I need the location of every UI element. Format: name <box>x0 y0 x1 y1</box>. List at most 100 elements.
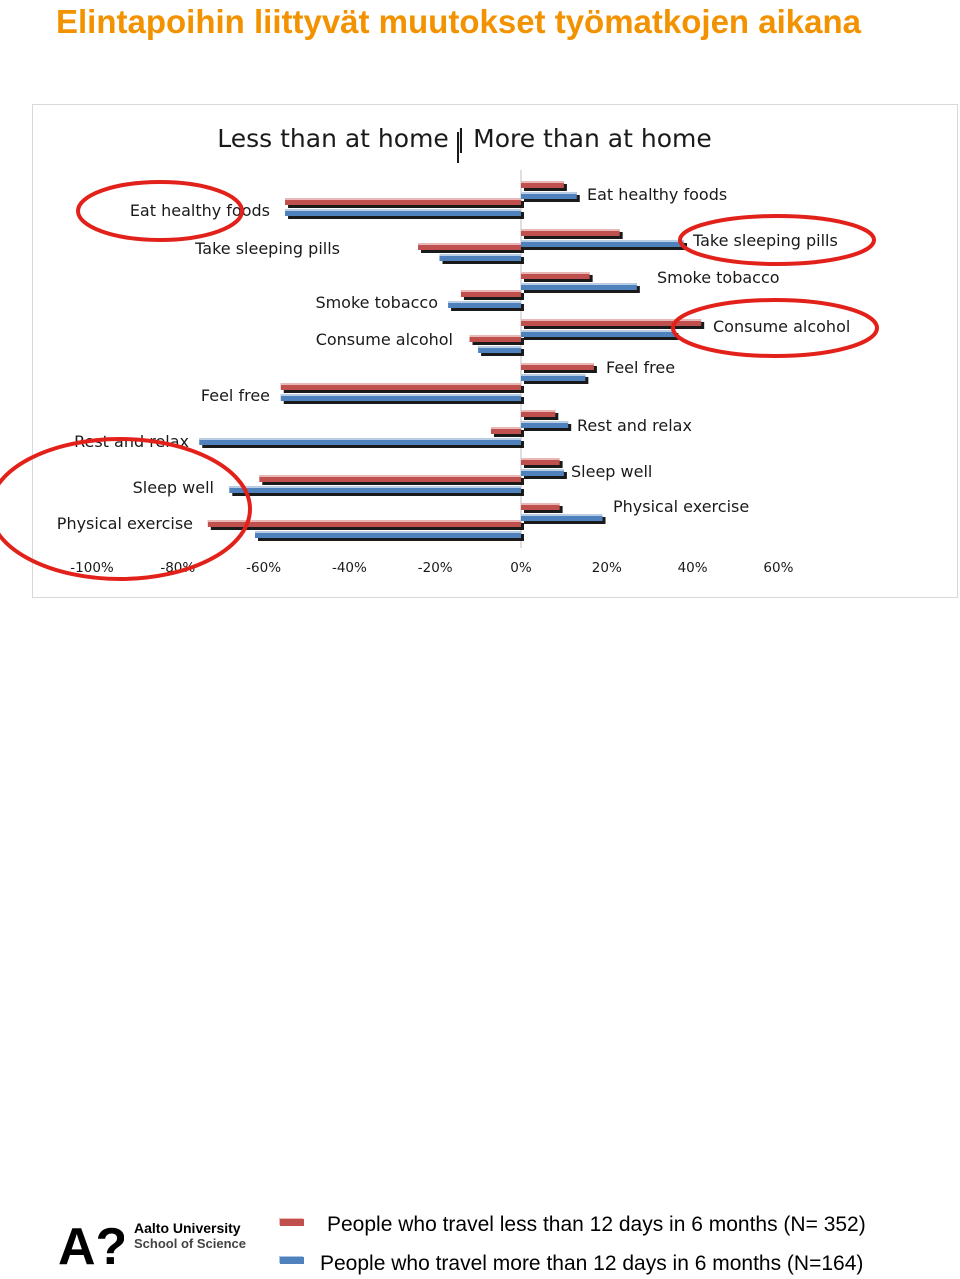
bar-more-5-s1-highlight <box>521 410 556 412</box>
label-more-1: Take sleeping pills <box>692 231 838 250</box>
highlight-ellipse-healthy-foods <box>76 180 244 242</box>
x-tick-label: 40% <box>678 560 708 576</box>
bar-less-3-s1-highlight <box>469 335 521 337</box>
bar-less-4-s1-highlight <box>280 383 521 385</box>
highlight-ellipse-alcohol <box>671 298 879 358</box>
bar-more-5-s2 <box>521 421 569 428</box>
legend-label-series2: People who travel more than 12 days in 6… <box>320 1252 864 1275</box>
bar-less-1-s1-highlight <box>418 243 521 245</box>
bar-more-2-s1 <box>521 272 590 279</box>
bar-less-1-s2 <box>439 254 521 261</box>
bar-less-6-s1 <box>259 475 521 482</box>
bar-more-5-s1 <box>521 410 556 417</box>
bar-more-0-s2-highlight <box>521 192 577 194</box>
bar-more-6-s2-highlight <box>521 469 564 471</box>
bar-less-1-s1 <box>418 243 521 250</box>
label-more-2: Smoke tobacco <box>657 268 780 287</box>
chart: Eat healthy foods Take sleeping pills Smok… <box>0 132 879 581</box>
bar-more-7-s1 <box>521 503 560 510</box>
bar-less-3-s2 <box>478 346 521 353</box>
highlight-ellipse-sleeping-pills <box>678 214 876 266</box>
bar-less-7-s1-highlight <box>207 520 521 522</box>
label-less-3: Consume alcohol <box>316 330 453 349</box>
label-less-2: Smoke tobacco <box>315 293 438 312</box>
bar-more-6-s2 <box>521 469 564 476</box>
label-more-0: Eat healthy foods <box>587 185 727 204</box>
bar-more-4-s2 <box>521 374 586 381</box>
label-more-7: Physical exercise <box>613 497 749 516</box>
bar-less-5-s1-highlight <box>490 427 521 429</box>
label-more-3: Consume alcohol <box>713 317 850 336</box>
bar-less-6-s1-highlight <box>259 475 521 477</box>
bar-more-1-s1 <box>521 229 620 236</box>
logo-line1: Aalto University <box>134 1220 241 1236</box>
x-tick-label: 0% <box>510 560 532 576</box>
label-less-0: Eat healthy foods <box>130 201 270 220</box>
bar-less-7-s1 <box>207 520 521 527</box>
bar-more-7-s1-highlight <box>521 503 560 505</box>
bar-less-2-s1 <box>460 290 521 297</box>
bar-less-4-s2-highlight <box>280 394 521 396</box>
bar-more-3-s2 <box>521 330 676 337</box>
bar-less-3-s2-highlight <box>478 346 521 348</box>
bar-less-0-s1-highlight <box>285 198 521 200</box>
label-more-6: Sleep well <box>571 462 652 481</box>
bar-more-2-s2 <box>521 283 637 290</box>
bar-more-3-s1 <box>521 319 702 326</box>
chart-title: Less than at home | More than at home <box>217 124 712 153</box>
bar-less-5-s2-highlight <box>199 438 521 440</box>
legend-label-series1: People who travel less than 12 days in 6… <box>327 1213 866 1236</box>
bar-less-1-s2-highlight <box>439 254 521 256</box>
logo-wordmark: Aalto University School of Science <box>134 1220 246 1252</box>
bar-less-2-s2-highlight <box>448 301 521 303</box>
bar-less-0-s1 <box>285 198 521 205</box>
bar-less-2-s1-highlight <box>460 290 521 292</box>
bar-more-1-s2-highlight <box>521 240 685 242</box>
x-tick-label: -60% <box>246 560 281 576</box>
bar-less-4-s1 <box>280 383 521 390</box>
x-tick-label: -20% <box>418 560 453 576</box>
bar-less-6-s2-highlight <box>229 486 521 488</box>
x-tick-label: 60% <box>763 560 793 576</box>
bar-more-4-s1-highlight <box>521 363 594 365</box>
label-less-5: Rest and relax <box>74 432 189 451</box>
bar-more-4-s1 <box>521 363 594 370</box>
bar-more-3-s2-highlight <box>521 330 676 332</box>
legend-swatch-series1 <box>280 1219 304 1226</box>
bar-more-6-s1 <box>521 458 560 465</box>
bar-less-6-s2 <box>229 486 521 493</box>
bar-more-1-s2 <box>521 240 685 247</box>
bar-more-1-s1-highlight <box>521 229 620 231</box>
aalto-logo-icon: A? <box>58 1220 124 1266</box>
bar-less-7-s2-highlight <box>255 531 521 533</box>
bar-more-3-s1-highlight <box>521 319 702 321</box>
bar-more-5-s2-highlight <box>521 421 569 423</box>
bar-less-4-s2 <box>280 394 521 401</box>
bar-more-7-s2 <box>521 514 603 521</box>
bar-less-0-s2-highlight <box>285 209 521 211</box>
logo-mark-text: A? <box>58 1220 124 1266</box>
bar-more-4-s2-highlight <box>521 374 586 376</box>
bar-more-6-s1-highlight <box>521 458 560 460</box>
bar-less-2-s2 <box>448 301 521 308</box>
x-tick-label: 20% <box>592 560 622 576</box>
bar-less-0-s2 <box>285 209 521 216</box>
bar-more-2-s1-highlight <box>521 272 590 274</box>
label-less-7: Physical exercise <box>57 514 193 533</box>
bar-less-5-s1 <box>490 427 521 434</box>
bar-more-0-s1-highlight <box>521 181 564 183</box>
label-less-6: Sleep well <box>133 478 214 497</box>
bar-more-7-s2-highlight <box>521 514 603 516</box>
label-less-1: Take sleeping pills <box>194 239 340 258</box>
footer: A? Aalto University School of Science Pe… <box>0 600 960 1275</box>
bar-more-0-s1 <box>521 181 564 188</box>
label-more-5: Rest and relax <box>577 416 692 435</box>
x-tick-label: -40% <box>332 560 367 576</box>
x-tick-label: -80% <box>160 560 195 576</box>
bar-less-7-s2 <box>255 531 521 538</box>
legend-swatch-series2 <box>280 1257 304 1264</box>
logo-line2: School of Science <box>134 1236 246 1251</box>
highlight-ellipse-physical-exercise <box>0 437 252 581</box>
slide-title: Elintapoihin liittyvät muutokset työmatk… <box>56 3 861 40</box>
bar-more-0-s2 <box>521 192 577 199</box>
